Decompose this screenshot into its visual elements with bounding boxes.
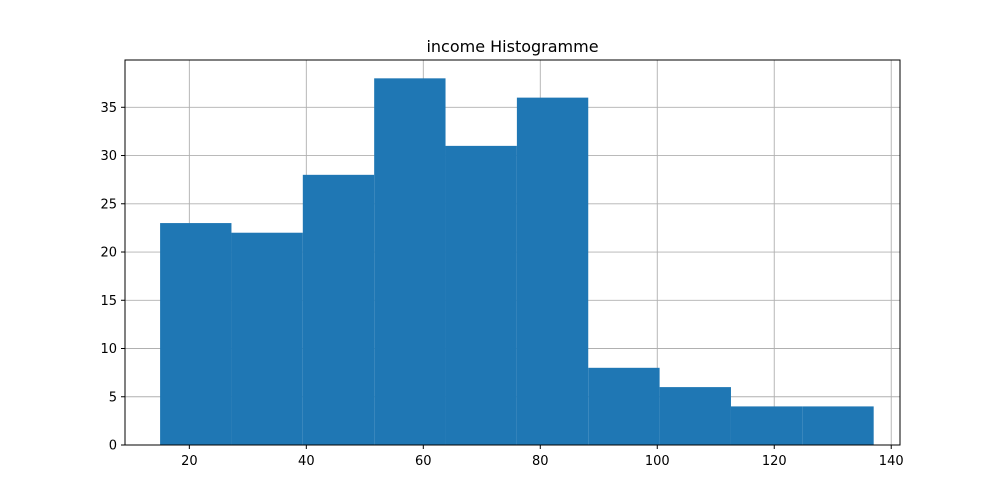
y-tick-label: 5 bbox=[109, 390, 117, 405]
y-tick-label: 0 bbox=[109, 439, 117, 454]
y-tick-label: 20 bbox=[100, 246, 117, 261]
y-tick-label: 35 bbox=[100, 101, 117, 116]
x-tick-label: 60 bbox=[415, 454, 432, 469]
histogram-bar bbox=[802, 406, 874, 445]
y-tick-label: 30 bbox=[100, 149, 117, 164]
x-tick-label: 100 bbox=[645, 454, 670, 469]
x-tick-label: 120 bbox=[762, 454, 787, 469]
histogram-bar bbox=[588, 367, 660, 445]
histogram-bar bbox=[374, 78, 446, 445]
axes: 20 40 60 80 100 120 140 0 5 10 15 20 25 30 35 bbox=[100, 59, 904, 469]
histogram-bar bbox=[730, 406, 803, 445]
histogram-bar bbox=[160, 223, 232, 445]
y-tick-label: 15 bbox=[100, 294, 117, 309]
histogram-bar bbox=[445, 145, 517, 445]
chart-title: income Histogramme bbox=[426, 37, 598, 56]
histogram-bar bbox=[659, 387, 731, 445]
x-tick-label: 80 bbox=[532, 454, 549, 469]
histogram-bar bbox=[231, 232, 303, 445]
x-tick-label: 140 bbox=[879, 454, 904, 469]
y-tick-label: 25 bbox=[100, 197, 117, 212]
y-tick-label: 10 bbox=[100, 342, 117, 357]
x-tick-label: 20 bbox=[181, 454, 198, 469]
histogram-bar bbox=[516, 97, 589, 445]
histogram-bars bbox=[160, 78, 874, 445]
histogram-bar bbox=[302, 174, 375, 445]
x-tick-label: 40 bbox=[298, 454, 315, 469]
